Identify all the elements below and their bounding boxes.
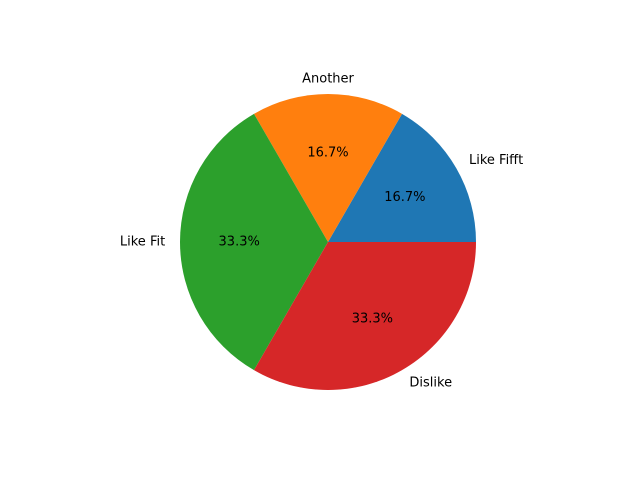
slice-label-dislike: Dislike — [409, 375, 452, 390]
slice-percent-like-fifft: 16.7% — [384, 190, 425, 205]
slice-percent-dislike: 33.3% — [352, 311, 393, 326]
pie-slice-dislike — [254, 242, 476, 390]
pie-slice-like-fifft — [328, 113, 477, 242]
slice-percent-another: 16.7% — [307, 146, 348, 161]
slice-label-another: Another — [302, 72, 354, 87]
slice-label-like-fifft: Like Fifft — [469, 153, 523, 168]
slice-percent-like-fit: 33.3% — [219, 235, 260, 250]
slice-label-like-fit: Like Fit — [120, 235, 165, 250]
pie-labels: Like Fifft 16.7% Another 16.7% Like Fit 33.3%… — [120, 72, 523, 391]
pie-slice-another — [254, 94, 402, 242]
pie-slices — [179, 94, 477, 390]
